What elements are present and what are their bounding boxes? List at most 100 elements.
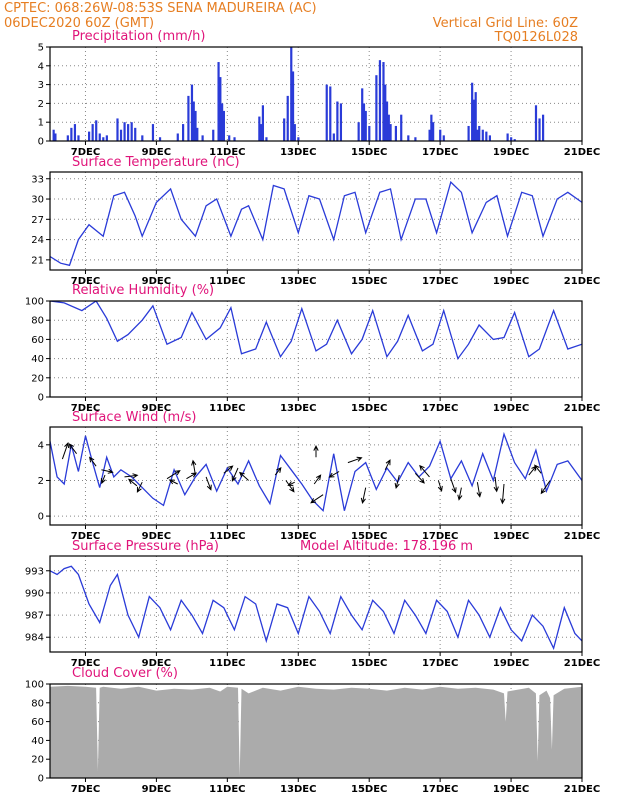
rh-ytick-label: 60: [31, 335, 44, 346]
precip-ytick-label: 2: [38, 99, 44, 110]
wind-vector-arrow: [285, 480, 295, 493]
temp-ytick-label: 21: [31, 255, 44, 266]
precip-bar: [339, 103, 343, 141]
temp-line: [50, 180, 582, 267]
cloud-ytick-label: 40: [31, 736, 44, 747]
rh-xtick-label: 17DEC: [422, 403, 458, 414]
precip-bar: [394, 125, 397, 141]
rh-ytick-label: 20: [31, 373, 44, 384]
precip-bar: [297, 137, 300, 141]
precip-bar: [194, 110, 197, 141]
precip-bar: [361, 88, 364, 141]
precip-bar: [291, 71, 295, 141]
rh-line: [50, 301, 582, 361]
wind-ytick-label: 0: [38, 512, 44, 523]
precip-bar: [513, 139, 516, 141]
precip-bar: [332, 133, 335, 141]
precip-bar: [265, 137, 268, 141]
wind-ytick-label: 4: [38, 440, 44, 451]
wind-xtick-label: 19DEC: [493, 531, 529, 542]
precip-xtick-label: 7DEC: [71, 147, 100, 158]
precip-bar: [400, 114, 403, 141]
rh-xtick-label: 21DEC: [564, 403, 600, 414]
precip-bar: [368, 125, 371, 141]
precip-bar: [91, 124, 94, 141]
wind-vector-arrow: [310, 494, 324, 504]
precip-bar: [481, 129, 484, 141]
wind-xtick-label: 13DEC: [280, 531, 316, 542]
rh-xtick-label: 19DEC: [493, 403, 529, 414]
precip-bar: [442, 135, 445, 141]
precip-bar: [472, 99, 476, 141]
precip-bar: [134, 127, 137, 141]
wind-vector-arrow: [205, 476, 212, 491]
precip-xtick-label: 17DEC: [422, 147, 458, 158]
temp-xtick-label: 19DEC: [493, 276, 529, 287]
panels: Precipitation (mm/h) 0 1 2 3 4 5 7DEC 9DEC 11DEC 1…: [25, 29, 600, 795]
precip-bar: [336, 101, 339, 141]
wind-vector-arrow: [313, 474, 322, 485]
cloud-xtick-label: 17DEC: [422, 784, 458, 795]
precip-bar: [375, 75, 378, 141]
header-location: CPTEC: 068:26W-08:53S SENA MADUREIRA (AC…: [4, 1, 317, 16]
temp-xtick-label: 17DEC: [422, 276, 458, 287]
precip-bar: [187, 95, 190, 141]
precip-bar: [222, 110, 225, 141]
cloud-ytick-label: 80: [31, 698, 44, 709]
precip-xtick-label: 9DEC: [142, 147, 171, 158]
wind-xtick-label: 17DEC: [422, 531, 458, 542]
cloud-ytick-label: 0: [38, 774, 44, 785]
wind-vector-arrow: [414, 472, 425, 484]
precip-bar: [217, 62, 220, 141]
precip-bar: [102, 137, 105, 141]
precip-bar: [228, 135, 231, 141]
pressure-ytick-label: 993: [25, 566, 44, 577]
wind-vector-arrow: [186, 472, 198, 480]
precip-frame: [49, 46, 583, 142]
wind-vector-arrow: [540, 480, 551, 495]
wind-vector-arrow: [166, 470, 181, 480]
precip-ytick-label: 5: [38, 43, 44, 54]
pressure-data: [50, 565, 582, 651]
precip-bar: [488, 135, 491, 141]
cloud-xtick-label: 13DEC: [280, 784, 316, 795]
precip-bar: [428, 129, 431, 141]
cloud-data: [50, 685, 582, 778]
precip-bar: [77, 135, 80, 141]
pressure-xtick-label: 9DEC: [142, 658, 171, 669]
wind-vector-arrow: [347, 456, 363, 464]
precip-bar: [541, 114, 545, 141]
pressure-ytick-label: 984: [25, 633, 44, 644]
precip-xtick-label: 19DEC: [493, 147, 529, 158]
precip-title: Precipitation (mm/h): [72, 29, 205, 44]
precip-bar: [407, 135, 410, 141]
precip-bar: [52, 129, 55, 141]
precip-bar: [105, 135, 108, 141]
rh-xtick-label: 13DEC: [280, 403, 316, 414]
precip-bar: [261, 105, 264, 141]
temp-xtick-label: 11DEC: [209, 276, 245, 287]
precip-bar: [190, 84, 194, 141]
cloud-xtick-label: 9DEC: [142, 784, 171, 795]
temp-frame: [49, 171, 583, 271]
rh-xtick-label: 9DEC: [142, 403, 171, 414]
wind-panel: Surface Wind (m/s) 0 2 4 7DEC 9DEC 11DEC 13DEC 1…: [38, 410, 601, 542]
wind-data: [50, 431, 582, 513]
precip-bar: [362, 103, 366, 141]
pressure-panel: Surface Pressure (hPa) Model Altitude: 17…: [25, 539, 600, 669]
wind-vector-arrow: [476, 482, 482, 498]
precip-bar: [260, 124, 263, 141]
temp-data: [50, 180, 582, 267]
precip-bar: [258, 116, 261, 141]
rh-ytick-label: 100: [25, 297, 44, 308]
cloud-xtick-label: 19DEC: [493, 784, 529, 795]
wind-ytick-label: 2: [38, 476, 44, 487]
wind-vector-arrow: [101, 468, 114, 474]
precip-bar: [196, 127, 199, 141]
pressure-xtick-label: 11DEC: [209, 658, 245, 669]
wind-vector-arrow: [328, 471, 340, 478]
precip-bar: [70, 127, 73, 141]
wind-vector-arrow: [384, 459, 391, 471]
temp-xtick-label: 13DEC: [280, 276, 316, 287]
wind-line: [50, 431, 582, 513]
